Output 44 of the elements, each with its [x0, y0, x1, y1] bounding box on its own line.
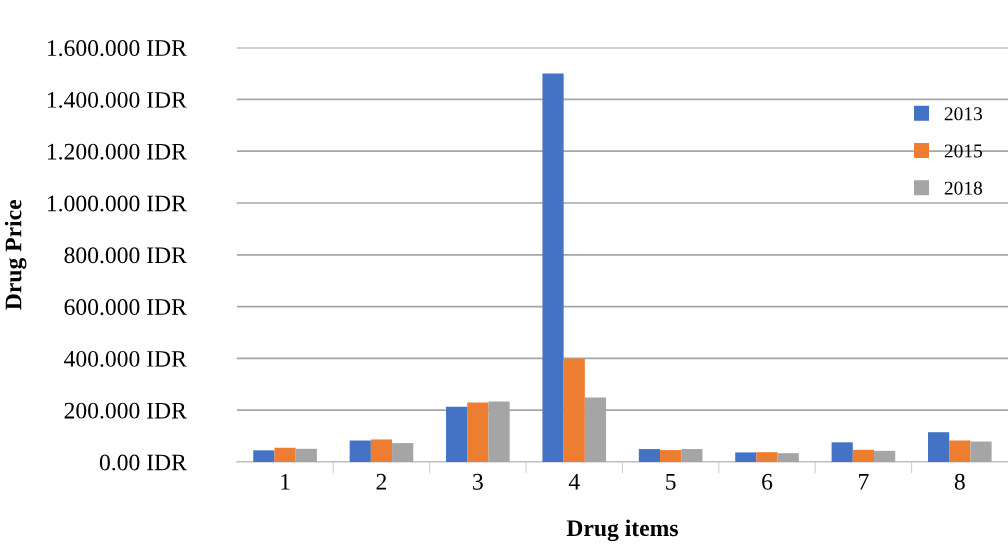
- bar: [874, 450, 896, 462]
- bar: [349, 440, 371, 462]
- y-tick-label: 400.000 IDR: [64, 350, 187, 367]
- y-tick-label: 800.000 IDR: [64, 247, 187, 264]
- y-tick-label: 1.000.000 IDR: [47, 195, 187, 212]
- y-tick-label: 1.200.000 IDR: [47, 143, 187, 160]
- bar: [681, 449, 703, 462]
- bar: [831, 442, 853, 462]
- bar: [542, 73, 564, 462]
- x-tick-label: 6: [762, 473, 773, 490]
- y-tick-label: 600.000 IDR: [64, 299, 187, 316]
- bar: [949, 440, 971, 462]
- y-axis-title: Drug Price: [4, 200, 27, 310]
- x-tick-label: 3: [473, 473, 483, 490]
- bar: [370, 439, 393, 462]
- bar: [295, 448, 317, 462]
- bar: [392, 443, 414, 462]
- y-tick-label: 200.000 IDR: [64, 402, 187, 419]
- bar: [638, 449, 661, 462]
- bar: [756, 452, 778, 462]
- bar: [467, 402, 489, 462]
- x-tick-label: 8: [954, 473, 965, 490]
- legend-label: 2018: [944, 181, 983, 195]
- x-tick-label: 5: [666, 474, 676, 490]
- bar: [777, 453, 799, 462]
- bar: [735, 452, 757, 462]
- y-tick-label: 1.400.000 IDR: [47, 91, 187, 108]
- legend-label: 2013: [944, 107, 983, 121]
- bar: [852, 449, 875, 462]
- x-tick-label: 4: [568, 473, 580, 490]
- bar: [274, 447, 296, 462]
- bar: [970, 441, 992, 462]
- y-tick-label: 1.600.000 IDR: [47, 40, 187, 57]
- y-tick-label: 0.00 IDR: [99, 454, 187, 471]
- x-tick-label: 7: [859, 474, 869, 490]
- bar: [928, 432, 950, 462]
- x-tick-label: 2: [376, 473, 387, 490]
- bar: [660, 450, 682, 462]
- bar: [253, 450, 275, 462]
- x-tick-label: 1: [281, 473, 290, 490]
- legend-label: 2015: [944, 144, 983, 158]
- bar: [446, 406, 468, 462]
- bar: [563, 358, 585, 462]
- x-axis-title: Drug items: [566, 519, 678, 542]
